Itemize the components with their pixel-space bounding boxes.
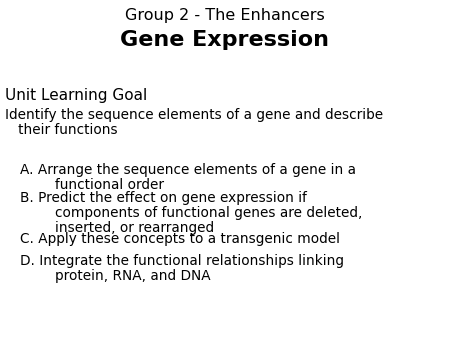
Text: inserted, or rearranged: inserted, or rearranged xyxy=(20,221,214,235)
Text: B. Predict the effect on gene expression if: B. Predict the effect on gene expression… xyxy=(20,191,307,205)
Text: Unit Learning Goal: Unit Learning Goal xyxy=(5,88,147,103)
Text: functional order: functional order xyxy=(20,178,164,192)
Text: C. Apply these concepts to a transgenic model: C. Apply these concepts to a transgenic … xyxy=(20,232,340,246)
Text: components of functional genes are deleted,: components of functional genes are delet… xyxy=(20,206,362,220)
Text: their functions: their functions xyxy=(5,123,117,137)
Text: Identify the sequence elements of a gene and describe: Identify the sequence elements of a gene… xyxy=(5,108,383,122)
Text: protein, RNA, and DNA: protein, RNA, and DNA xyxy=(20,269,211,283)
Text: A. Arrange the sequence elements of a gene in a: A. Arrange the sequence elements of a ge… xyxy=(20,163,356,177)
Text: D. Integrate the functional relationships linking: D. Integrate the functional relationship… xyxy=(20,254,344,268)
Text: Gene Expression: Gene Expression xyxy=(121,30,329,50)
Text: Group 2 - The Enhancers: Group 2 - The Enhancers xyxy=(125,8,325,23)
